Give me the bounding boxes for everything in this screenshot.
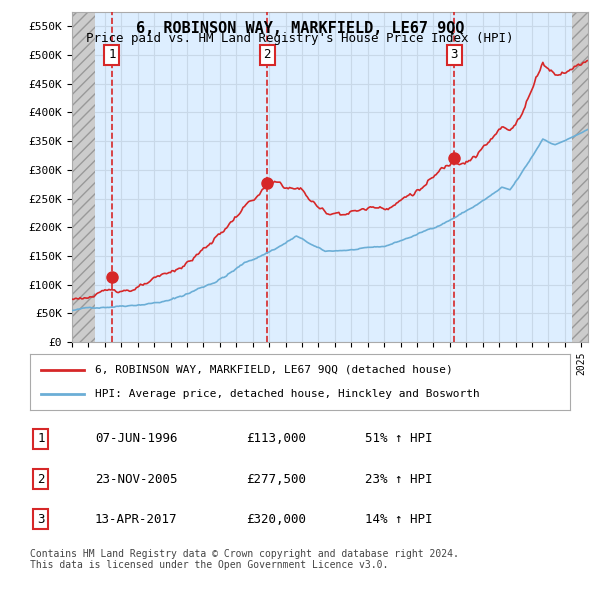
Text: 13-APR-2017: 13-APR-2017 xyxy=(95,513,178,526)
Bar xyxy=(572,12,598,342)
Text: 2: 2 xyxy=(263,48,271,61)
Bar xyxy=(72,12,95,342)
Text: 2: 2 xyxy=(37,473,44,486)
Text: HPI: Average price, detached house, Hinckley and Bosworth: HPI: Average price, detached house, Hinc… xyxy=(95,389,479,399)
Text: 07-JUN-1996: 07-JUN-1996 xyxy=(95,432,178,445)
Text: 1: 1 xyxy=(108,48,116,61)
Text: 3: 3 xyxy=(37,513,44,526)
Text: 14% ↑ HPI: 14% ↑ HPI xyxy=(365,513,432,526)
Text: 3: 3 xyxy=(451,48,458,61)
Text: 23% ↑ HPI: 23% ↑ HPI xyxy=(365,473,432,486)
Text: £320,000: £320,000 xyxy=(246,513,306,526)
Text: 6, ROBINSON WAY, MARKFIELD, LE67 9QQ: 6, ROBINSON WAY, MARKFIELD, LE67 9QQ xyxy=(136,21,464,35)
Text: 6, ROBINSON WAY, MARKFIELD, LE67 9QQ (detached house): 6, ROBINSON WAY, MARKFIELD, LE67 9QQ (de… xyxy=(95,365,452,375)
Text: 1: 1 xyxy=(37,432,44,445)
Text: Price paid vs. HM Land Registry's House Price Index (HPI): Price paid vs. HM Land Registry's House … xyxy=(86,32,514,45)
Text: 51% ↑ HPI: 51% ↑ HPI xyxy=(365,432,432,445)
Text: 23-NOV-2005: 23-NOV-2005 xyxy=(95,473,178,486)
Text: £113,000: £113,000 xyxy=(246,432,306,445)
Text: £277,500: £277,500 xyxy=(246,473,306,486)
Text: Contains HM Land Registry data © Crown copyright and database right 2024.
This d: Contains HM Land Registry data © Crown c… xyxy=(30,549,459,571)
